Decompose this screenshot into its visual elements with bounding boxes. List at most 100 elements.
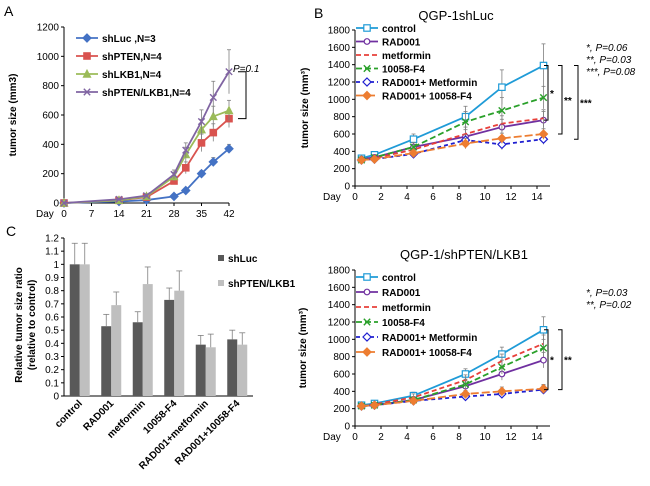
series-rad001-10058-f4: [356, 383, 549, 411]
legend-item: metformin: [356, 51, 431, 62]
legend-label: shLuc: [228, 254, 258, 265]
y-tick-label: 600: [42, 111, 59, 122]
x-tick-label: 8: [456, 192, 462, 203]
x-tick-label: 21: [141, 209, 153, 220]
series-shlkb1-n-4: [59, 99, 234, 207]
legend-label: control: [382, 273, 416, 284]
y-tick-label: 0: [344, 182, 350, 193]
x-tick-label: 6: [430, 192, 436, 203]
x-tick-label: 28: [168, 209, 180, 220]
significance-bracket: [544, 329, 549, 391]
legend-label: 10058-F4: [382, 318, 425, 329]
series-line: [361, 133, 544, 161]
chart-panel-a: 0 200 400 600 800 1000 1200 0 7 14 21 28 35 42 Day tumo…: [8, 23, 259, 221]
x-tick-label: 7: [89, 209, 95, 220]
x-tick-label: 4: [404, 192, 410, 203]
y-tick-label: 200: [42, 169, 59, 180]
series-line: [63, 71, 230, 204]
significance-bracket: [574, 65, 579, 140]
chart-panel-d: 0 200 400 600 800 1000 1200 1400 1600 1800 0 2 4 6 8 10…: [298, 247, 632, 443]
legend-marker: [363, 288, 371, 296]
legend-item: metformin: [356, 303, 431, 314]
p-value-annotation: **, P=0.02: [586, 300, 632, 311]
x-tick-label: 42: [223, 209, 235, 220]
legend-marker: [362, 332, 372, 342]
bar-shpten-lkb1: [237, 344, 248, 396]
x-tick-label: 12: [505, 192, 517, 203]
x-tick-label: 0: [352, 432, 358, 443]
series-rad001-10058-f4: [356, 128, 549, 165]
y-tick-label: 200: [333, 404, 350, 415]
y-axis-title-line: (relative to control): [27, 280, 38, 371]
y-axis-title: tumor size (mm³): [300, 68, 311, 149]
y-tick-label: 600: [333, 130, 350, 141]
y-tick-label: 1200: [328, 318, 351, 329]
legend-item: control: [356, 24, 416, 35]
data-point: [409, 135, 418, 144]
legend-label: shPTEN/LKB1: [228, 279, 296, 290]
legend-item: 10058-F4: [356, 65, 425, 76]
legend-marker: [363, 24, 371, 32]
data-point: [356, 401, 367, 411]
y-tick-label: 0: [344, 422, 350, 433]
legend-label: shPTEN,N=4: [102, 52, 162, 63]
data-point: [497, 139, 507, 150]
y-tick-label: 0.4: [45, 339, 59, 350]
data-point: [170, 170, 178, 179]
data-point: [180, 185, 191, 196]
data-point: [538, 383, 549, 394]
bar-shluc: [132, 322, 143, 396]
significance-stars: *: [550, 89, 554, 100]
p-value-annotation: *, P=0.06: [586, 43, 628, 54]
data-point: [369, 400, 380, 411]
y-tick-label: 0.6: [45, 313, 59, 324]
data-point: [142, 191, 151, 200]
y-tick-label: 0: [53, 392, 59, 403]
legend-item: shLuc ,N=3: [76, 33, 156, 45]
y-tick-label: 0.2: [45, 365, 59, 376]
y-axis-title: Relative tumor size ratio (relative to co…: [14, 267, 38, 383]
chart-panel-c: 0 0.1 0.2 0.3 0.4 0.5 0.6 0.7 0.8 0.9 1 1.1 1.2 Relat…: [14, 234, 296, 472]
legend-marker: [362, 347, 372, 357]
y-tick-label: 1: [53, 260, 59, 271]
significance-bracket: [558, 329, 563, 391]
legend-item: RAD001+ Metformin: [356, 332, 477, 344]
x-tick-label: 14: [531, 192, 543, 203]
legend-label: RAD001+ 10058-F4: [382, 348, 472, 359]
data-point: [209, 93, 217, 102]
legend-label: control: [382, 24, 416, 35]
series-shpten-lkb1-n-4: [60, 49, 233, 207]
significance-bracket: [558, 65, 563, 135]
chart-title: QGP-1shLuc: [418, 8, 494, 23]
y-tick-label: 200: [333, 164, 350, 175]
legend-item: RAD001: [356, 38, 421, 49]
x-axis-title: Day: [323, 432, 341, 443]
data-point: [538, 129, 549, 139]
y-tick-label: 1800: [328, 26, 351, 37]
data-point: [115, 195, 123, 204]
y-tick-label: 1000: [37, 52, 60, 63]
data-point: [225, 68, 233, 76]
legend-swatch: [218, 280, 224, 286]
data-point: [181, 164, 190, 172]
legend-marker: [363, 64, 371, 73]
legend-item: shPTEN/LKB1,N=4: [76, 88, 191, 99]
legend-label: shPTEN/LKB1,N=4: [102, 88, 191, 99]
chart-panel-b: 0 200 400 600 800 1000 1200 1400 1600 1800 0 2 4 6 8 10…: [300, 8, 636, 203]
y-tick-label: 600: [333, 370, 350, 381]
series-control: [357, 316, 548, 410]
legend-item: RAD001: [356, 288, 421, 299]
p-value-annotation: *, P=0.03: [586, 288, 628, 299]
legend-item: RAD001+ Metformin: [356, 77, 477, 89]
data-point: [539, 344, 548, 352]
legend-label: 10058-F4: [382, 65, 425, 76]
p-value-annotation: ***, P=0.08: [586, 67, 636, 78]
data-point: [196, 168, 207, 179]
data-point: [539, 93, 548, 102]
data-point: [460, 138, 471, 149]
y-tick-label: 0.9: [45, 273, 59, 284]
x-tick-label: 2: [378, 192, 384, 203]
data-point: [497, 133, 507, 144]
y-axis-title: tumor size (mm3): [8, 74, 19, 157]
legend-item: RAD001+ 10058-F4: [356, 347, 472, 359]
